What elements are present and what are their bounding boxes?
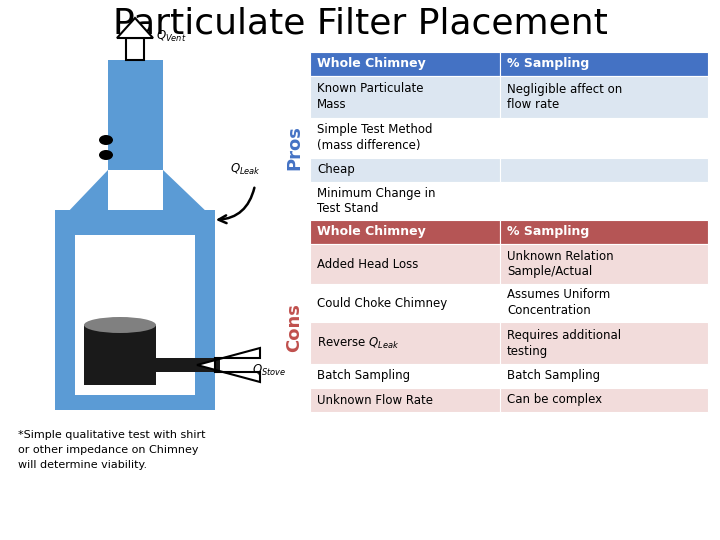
Bar [84, 325, 156, 385]
Ellipse shape [99, 150, 113, 160]
Bar [310, 322, 500, 364]
Text: Particulate Filter Placement: Particulate Filter Placement [112, 7, 608, 41]
Bar [310, 118, 500, 158]
Bar [310, 364, 500, 388]
Text: $Q_{Leak}$: $Q_{Leak}$ [230, 162, 261, 177]
Bar [75, 235, 195, 395]
Text: Cheap: Cheap [317, 164, 355, 177]
Text: Unknown Relation
Sample/Actual: Unknown Relation Sample/Actual [507, 249, 613, 279]
Text: Pros: Pros [285, 126, 303, 171]
Text: % Sampling: % Sampling [507, 57, 589, 71]
Text: $Q_{Stove}$: $Q_{Stove}$ [252, 362, 287, 377]
Bar [310, 52, 500, 76]
Polygon shape [197, 348, 260, 382]
Bar [126, 38, 144, 60]
Bar [500, 322, 708, 364]
Text: $Q_{Vent}$: $Q_{Vent}$ [156, 29, 186, 44]
Bar [500, 76, 708, 118]
Bar [500, 220, 708, 244]
Text: Whole Chimney: Whole Chimney [317, 57, 426, 71]
Bar [310, 220, 500, 244]
Text: Assumes Uniform
Concentration: Assumes Uniform Concentration [507, 288, 611, 318]
Ellipse shape [99, 135, 113, 145]
Bar [310, 158, 500, 182]
Text: Unknown Flow Rate: Unknown Flow Rate [317, 394, 433, 407]
Bar [310, 76, 500, 118]
Polygon shape [117, 18, 153, 38]
Text: Simple Test Method
(mass difference): Simple Test Method (mass difference) [317, 124, 433, 152]
Text: Negligible affect on
flow rate: Negligible affect on flow rate [507, 83, 622, 111]
Bar [108, 60, 163, 170]
Text: Batch Sampling: Batch Sampling [507, 369, 600, 382]
Bar [156, 358, 220, 372]
Text: Requires additional
testing: Requires additional testing [507, 328, 621, 357]
Text: Could Choke Chimney: Could Choke Chimney [317, 296, 447, 309]
Bar [55, 210, 215, 410]
Bar [500, 388, 708, 412]
Ellipse shape [84, 317, 156, 333]
Bar [310, 244, 500, 284]
Text: Whole Chimney: Whole Chimney [317, 226, 426, 239]
Bar [310, 182, 500, 220]
Bar [500, 182, 708, 220]
Bar [310, 388, 500, 412]
Polygon shape [65, 170, 108, 240]
Text: Cons: Cons [285, 303, 303, 353]
Bar [500, 158, 708, 182]
Bar [500, 118, 708, 158]
Text: Known Particulate
Mass: Known Particulate Mass [317, 83, 423, 111]
Bar [500, 284, 708, 322]
Bar [310, 284, 500, 322]
Text: *Simple qualitative test with shirt
or other impedance on Chimney
will determine: *Simple qualitative test with shirt or o… [18, 430, 205, 470]
Text: Reverse $Q_{Leak}$: Reverse $Q_{Leak}$ [317, 335, 400, 350]
Text: Minimum Change in
Test Stand: Minimum Change in Test Stand [317, 186, 436, 215]
Text: Can be complex: Can be complex [507, 394, 602, 407]
Bar [500, 52, 708, 76]
Text: % Sampling: % Sampling [507, 226, 589, 239]
Text: Batch Sampling: Batch Sampling [317, 369, 410, 382]
Text: Added Head Loss: Added Head Loss [317, 258, 418, 271]
Polygon shape [163, 170, 210, 240]
Bar [500, 244, 708, 284]
Bar [500, 364, 708, 388]
